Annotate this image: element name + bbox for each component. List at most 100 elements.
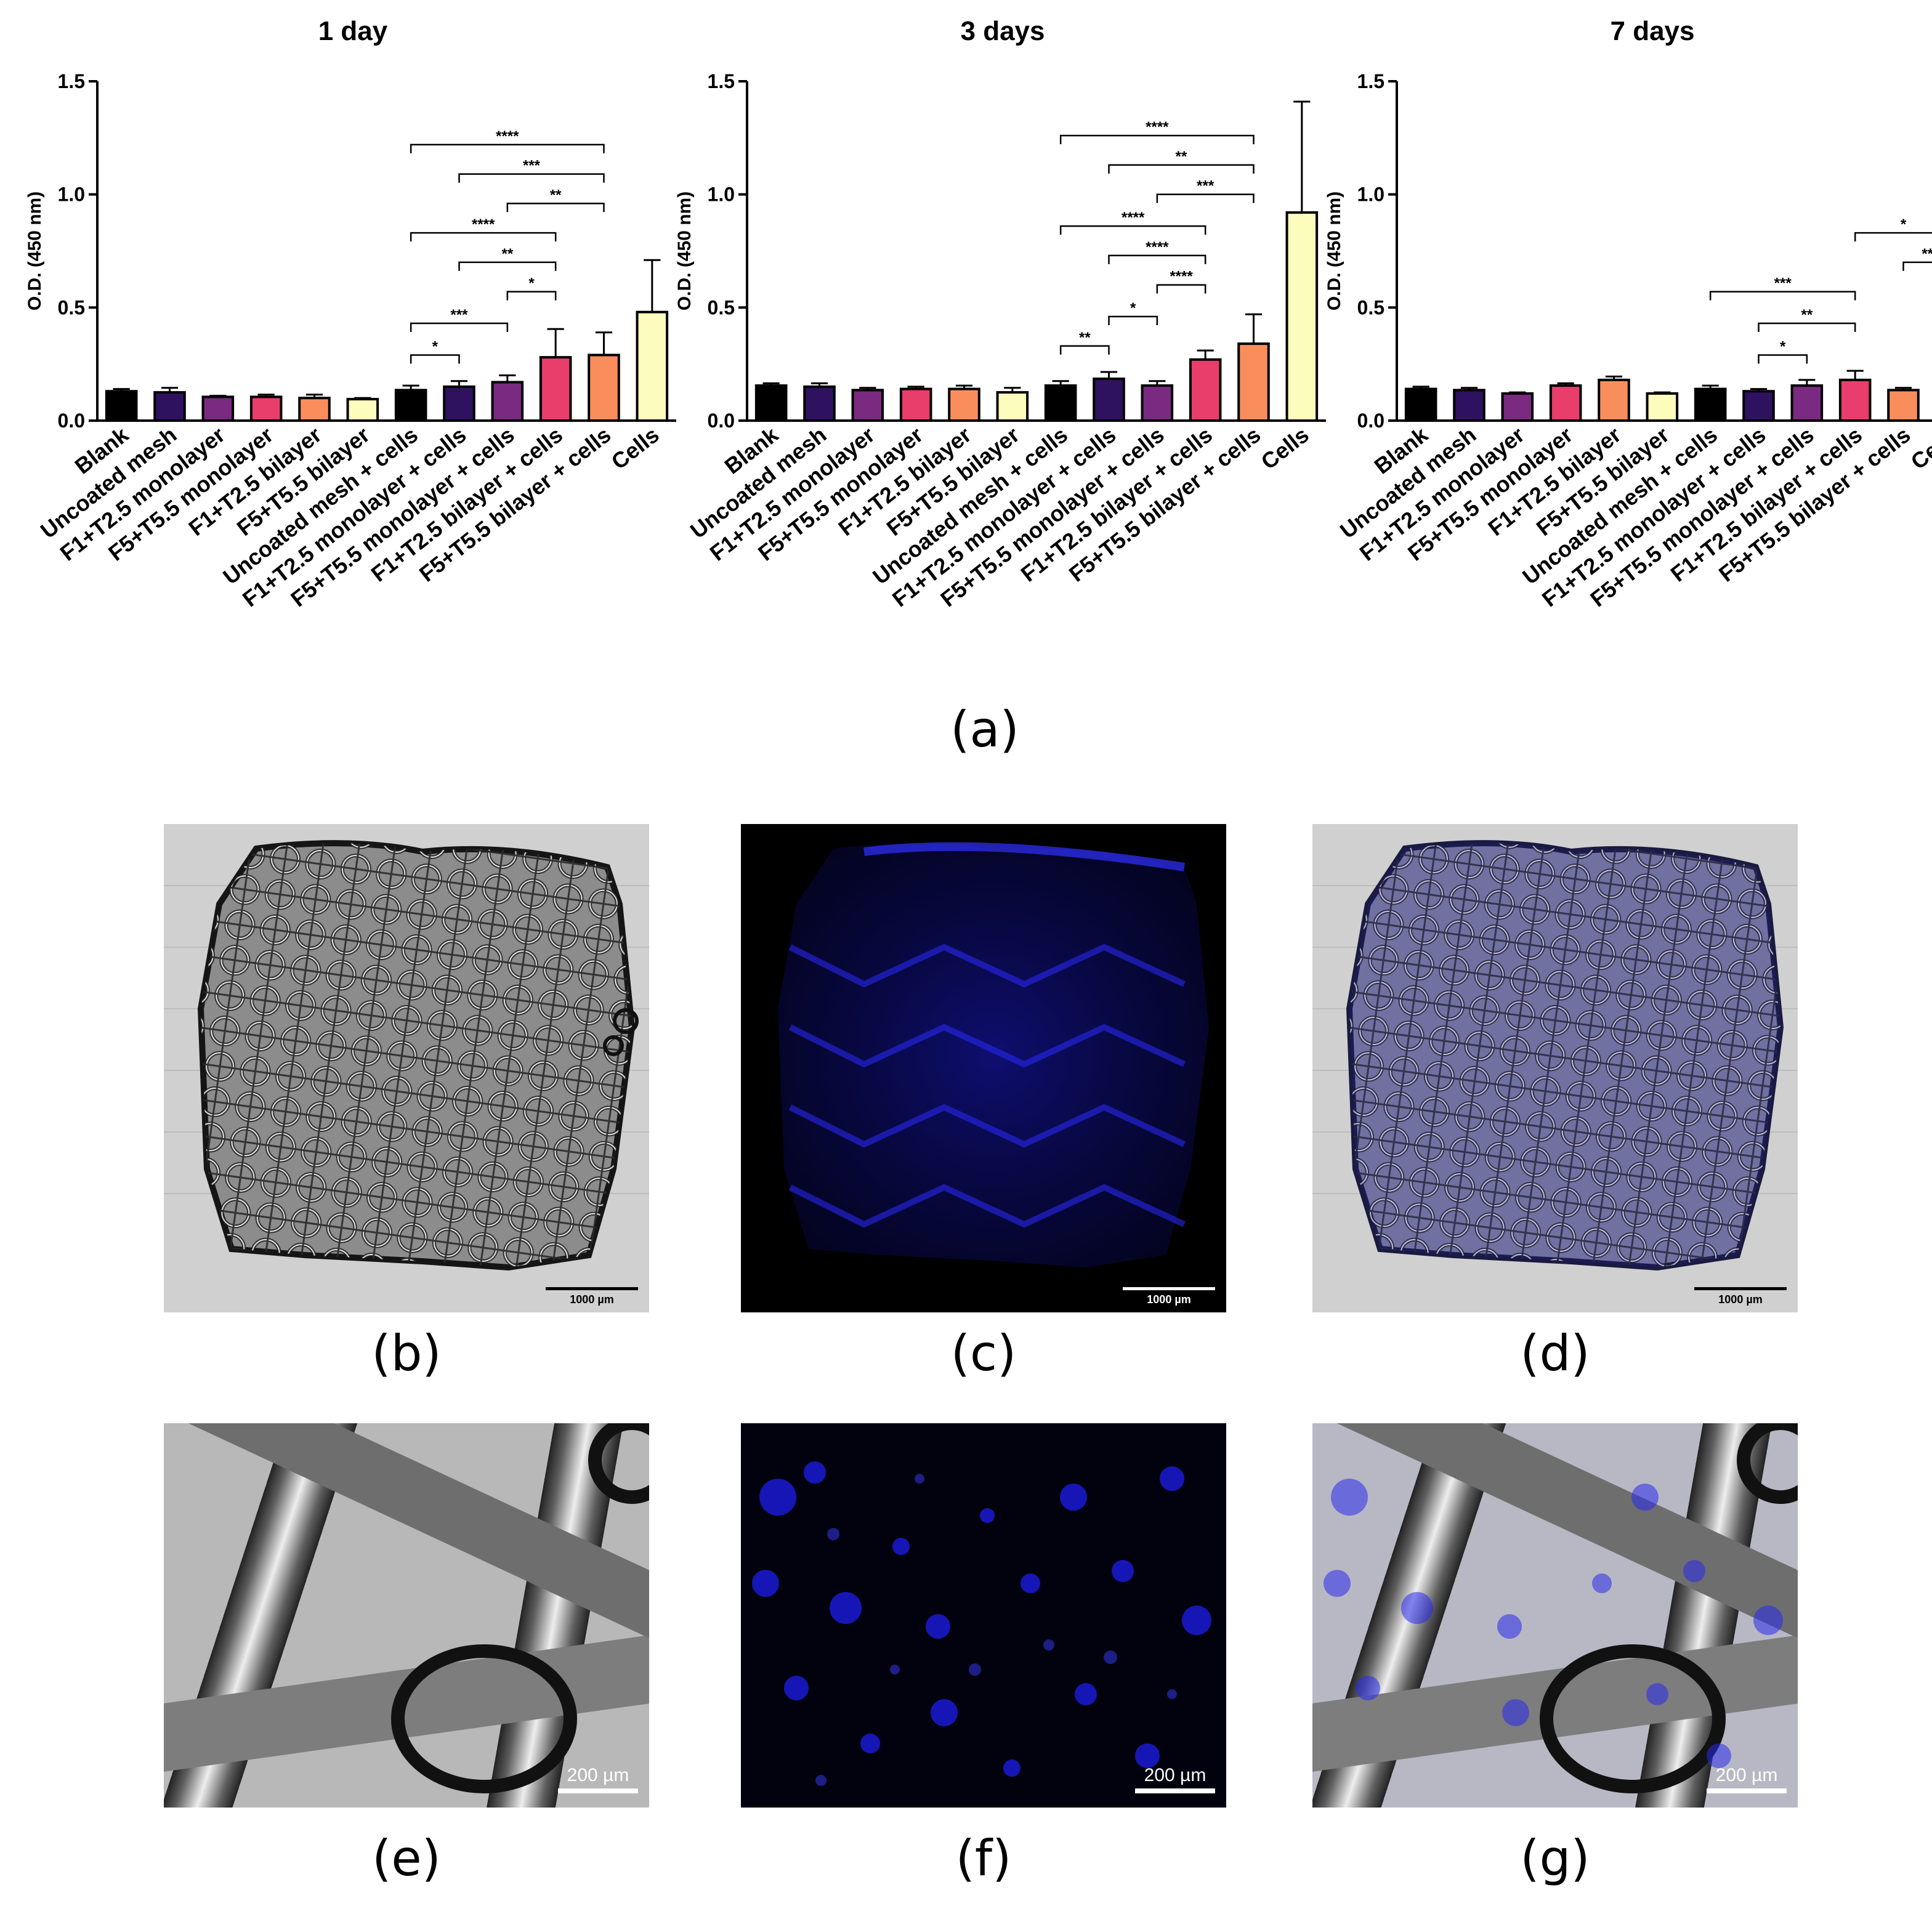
significance-bracket: [410, 322, 509, 333]
bar: [996, 391, 1029, 422]
significance-bracket: [1108, 164, 1255, 174]
bar: [1838, 378, 1872, 422]
mesh-brightfield-image: [164, 824, 649, 1312]
micrograph-f-fluorescence-closeup: 200 µm: [741, 1423, 1226, 1808]
micrograph-d-merged: 1000 µm: [1312, 824, 1798, 1312]
significance-label: **: [501, 246, 513, 262]
significance-label: ****: [1122, 209, 1145, 226]
y-tick-label: 1.0: [58, 184, 85, 206]
significance-label: ***: [450, 307, 468, 323]
panel-label-c: (c): [950, 1325, 1017, 1382]
scale-bar-label: 1000 µm: [570, 1293, 614, 1306]
bar: [153, 391, 186, 422]
closeup-fluorescence-image: [741, 1423, 1226, 1808]
bar: [346, 398, 379, 422]
significance-bracket: [1758, 322, 1856, 333]
significance-bracket: [410, 143, 605, 153]
y-tick-label: 1.0: [708, 184, 735, 206]
bar: [539, 356, 572, 422]
y-tick-label: 0.0: [58, 410, 85, 432]
bar: [948, 387, 980, 422]
bar: [1044, 384, 1077, 422]
x-tick-label: Cells: [607, 422, 664, 474]
significance-bracket: [1156, 284, 1206, 294]
y-axis-label: O.D. (450 nm): [25, 192, 45, 310]
micrograph-c-fluorescence: 1000 µm: [741, 824, 1226, 1312]
significance-label: ****: [496, 128, 519, 145]
significance-label: **: [1079, 329, 1091, 346]
bar: [1549, 384, 1582, 422]
bar: [1501, 392, 1534, 422]
significance-label: **: [1922, 246, 1932, 262]
bar: [1404, 387, 1437, 422]
y-tick-label: 1.5: [58, 70, 85, 92]
bar: [1694, 387, 1727, 422]
significance-label: ***: [1774, 275, 1792, 292]
significance-label: ****: [1170, 269, 1193, 285]
bar: [899, 387, 932, 422]
closeup-brightfield-image: [164, 1423, 649, 1808]
bar: [1742, 390, 1775, 422]
significance-bracket: [506, 203, 605, 212]
significance-label: **: [550, 187, 562, 203]
x-tick-label: Cells: [1906, 422, 1932, 474]
bar: [105, 390, 138, 422]
x-tick-label: Cells: [1256, 422, 1314, 474]
bar: [851, 389, 884, 422]
y-axis-label: O.D. (450 nm): [1324, 192, 1344, 310]
significance-bracket: [458, 173, 605, 183]
significance-bracket: [1059, 345, 1110, 355]
significance-label: *: [1780, 338, 1786, 355]
bar: [1790, 384, 1824, 422]
panel-label-g: (g): [1520, 1830, 1590, 1887]
panel-label-e: (e): [372, 1830, 441, 1887]
significance-label: ***: [1197, 178, 1215, 195]
micrograph-g-merged-closeup: 200 µm: [1312, 1423, 1798, 1808]
scale-bar-label: 200 µm: [1715, 1765, 1778, 1785]
micrograph-b-brightfield: 1000 µm: [164, 824, 649, 1312]
bar: [201, 395, 235, 422]
mesh-fluorescence-image: [741, 824, 1226, 1312]
significance-label: *: [1901, 216, 1907, 233]
y-tick-label: 0.5: [58, 296, 85, 318]
bar: [394, 389, 427, 422]
significance-label: *: [528, 275, 535, 292]
scale-bar-label: 1000 µm: [1147, 1293, 1191, 1306]
bar: [1598, 378, 1630, 422]
scale-bar-label: 200 µm: [567, 1765, 629, 1785]
significance-bracket: [1709, 291, 1856, 301]
y-tick-label: 0.0: [1357, 410, 1384, 432]
bar: [1285, 211, 1319, 422]
significance-bracket: [458, 261, 557, 271]
significance-bracket: [1902, 261, 1932, 271]
significance-bracket: [1108, 254, 1206, 264]
significance-bracket: [1108, 315, 1158, 326]
panel-label-f: (f): [955, 1830, 1012, 1887]
y-tick-label: 1.0: [1357, 184, 1384, 206]
bar: [443, 385, 475, 422]
bar: [491, 381, 524, 422]
y-tick-label: 0.0: [708, 410, 735, 432]
significance-bracket: [1059, 225, 1206, 235]
panel-label-a: (a): [950, 701, 1019, 758]
bar: [754, 384, 788, 422]
y-tick-label: 0.5: [708, 296, 735, 318]
bar: [588, 354, 620, 422]
significance-bracket: [410, 354, 460, 364]
significance-bracket: [1156, 193, 1255, 203]
y-tick-label: 1.5: [1357, 70, 1384, 92]
closeup-merged-image: [1312, 1423, 1798, 1808]
bar: [1453, 389, 1485, 422]
significance-bracket: [410, 232, 557, 242]
mesh-merged-image: [1312, 824, 1798, 1312]
bar: [1141, 384, 1174, 422]
significance-label: ****: [1146, 239, 1169, 256]
significance-label: *: [432, 338, 439, 355]
panel-label-d: (d): [1520, 1325, 1590, 1382]
significance-label: **: [1176, 148, 1187, 165]
bar: [1646, 392, 1679, 422]
significance-label: *: [1130, 300, 1136, 317]
